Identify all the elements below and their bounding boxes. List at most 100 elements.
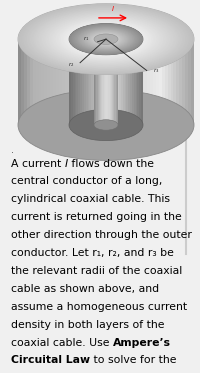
Ellipse shape: [47, 15, 165, 63]
Ellipse shape: [70, 24, 142, 54]
Text: $I$: $I$: [111, 4, 115, 13]
Bar: [106, 39, 109, 125]
Bar: [128, 39, 130, 125]
Bar: [132, 39, 134, 125]
Bar: [126, 39, 128, 125]
Ellipse shape: [83, 29, 129, 49]
Bar: [141, 39, 143, 125]
Ellipse shape: [94, 34, 118, 44]
Ellipse shape: [42, 13, 170, 65]
Ellipse shape: [73, 25, 139, 53]
Ellipse shape: [33, 10, 179, 69]
Ellipse shape: [75, 26, 137, 52]
Bar: [115, 39, 117, 125]
Bar: [83, 39, 85, 125]
Bar: [99, 39, 100, 125]
Text: density in both layers of the: density in both layers of the: [11, 320, 164, 330]
Ellipse shape: [90, 32, 122, 46]
Bar: [173, 39, 176, 125]
Bar: [159, 39, 162, 125]
Ellipse shape: [44, 14, 168, 65]
Bar: [21, 39, 24, 125]
Bar: [80, 39, 82, 125]
Bar: [102, 39, 104, 125]
Ellipse shape: [28, 8, 184, 70]
Text: cylindrical coaxial cable. This: cylindrical coaxial cable. This: [11, 194, 170, 204]
Bar: [150, 39, 153, 125]
Bar: [103, 39, 106, 125]
Bar: [91, 39, 94, 125]
Bar: [41, 39, 44, 125]
Bar: [185, 39, 188, 125]
Bar: [104, 39, 106, 125]
Bar: [105, 39, 106, 125]
Bar: [107, 39, 108, 125]
Bar: [27, 39, 30, 125]
Bar: [98, 39, 99, 125]
Bar: [84, 39, 86, 125]
Bar: [134, 39, 136, 125]
Bar: [30, 39, 33, 125]
Ellipse shape: [94, 120, 118, 130]
Bar: [111, 39, 112, 125]
Text: A current: A current: [11, 159, 65, 169]
Bar: [80, 39, 83, 125]
Text: .: .: [11, 145, 14, 155]
Bar: [106, 39, 108, 125]
Bar: [117, 39, 119, 125]
Ellipse shape: [25, 6, 187, 72]
Text: I: I: [65, 159, 68, 169]
Ellipse shape: [80, 28, 132, 50]
Bar: [113, 39, 114, 125]
Bar: [59, 39, 62, 125]
Bar: [18, 39, 21, 125]
Bar: [162, 39, 165, 125]
Text: current is returned going in the: current is returned going in the: [11, 212, 182, 222]
Text: $r_1$: $r_1$: [83, 34, 90, 43]
Bar: [117, 39, 118, 125]
Bar: [137, 39, 139, 125]
Ellipse shape: [72, 25, 140, 54]
Ellipse shape: [84, 30, 128, 48]
Ellipse shape: [69, 23, 143, 55]
Bar: [113, 39, 115, 125]
Ellipse shape: [20, 4, 192, 74]
Bar: [112, 39, 113, 125]
Bar: [73, 39, 75, 125]
Ellipse shape: [37, 11, 175, 68]
Text: flows down the: flows down the: [68, 159, 154, 169]
Bar: [77, 39, 80, 125]
Bar: [132, 39, 135, 125]
Bar: [95, 39, 97, 125]
Ellipse shape: [74, 26, 138, 53]
Bar: [100, 39, 101, 125]
Text: conductor. Let r₁, r₂, and r₃ be: conductor. Let r₁, r₂, and r₃ be: [11, 248, 174, 258]
Ellipse shape: [18, 90, 194, 160]
Bar: [85, 39, 88, 125]
Text: coaxial cable. Use: coaxial cable. Use: [11, 338, 113, 348]
Text: cable as shown above, and: cable as shown above, and: [11, 284, 159, 294]
Ellipse shape: [89, 32, 123, 47]
Bar: [191, 39, 194, 125]
Bar: [109, 39, 112, 125]
Bar: [89, 39, 91, 125]
Bar: [100, 39, 103, 125]
Ellipse shape: [76, 26, 136, 52]
Bar: [97, 39, 100, 125]
Text: the relevant radii of the coaxial: the relevant radii of the coaxial: [11, 266, 182, 276]
Ellipse shape: [18, 4, 194, 75]
Bar: [182, 39, 185, 125]
Bar: [86, 39, 88, 125]
Ellipse shape: [79, 28, 133, 51]
Bar: [104, 39, 105, 125]
Bar: [110, 39, 111, 125]
Ellipse shape: [85, 30, 127, 48]
Bar: [171, 39, 173, 125]
Ellipse shape: [86, 31, 126, 47]
Bar: [112, 39, 115, 125]
Ellipse shape: [50, 16, 162, 62]
Ellipse shape: [21, 5, 191, 73]
Bar: [96, 39, 98, 125]
Ellipse shape: [78, 27, 134, 51]
Ellipse shape: [88, 31, 124, 47]
